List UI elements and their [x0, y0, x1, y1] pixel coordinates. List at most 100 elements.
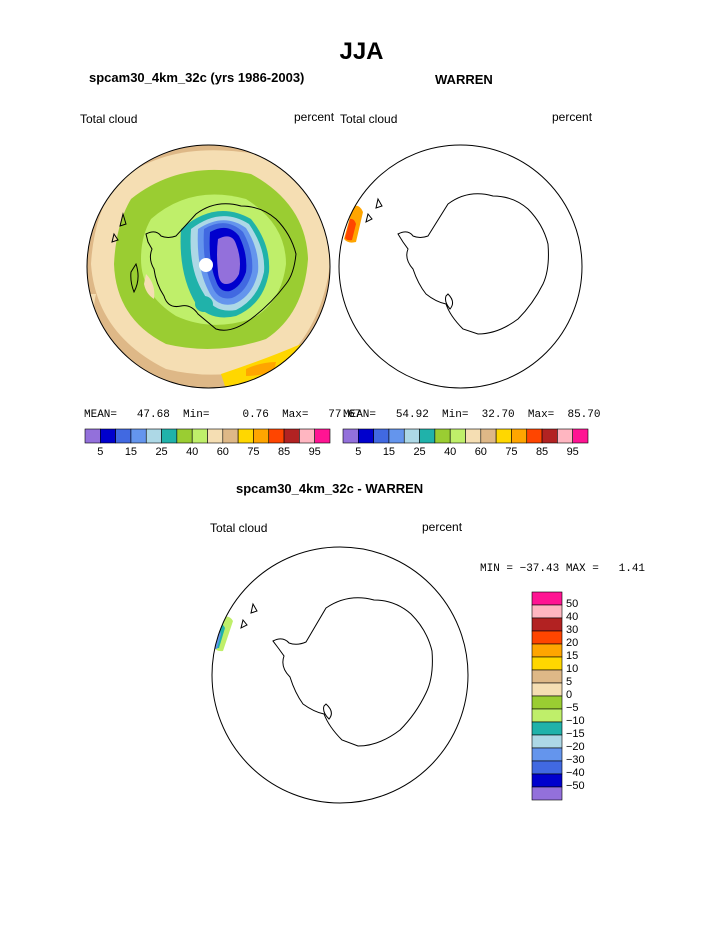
diff-colorbar-tick-label: 5 — [566, 676, 573, 688]
diff-colorbar-swatch — [531, 721, 563, 736]
diff-colorbar-tick-label: −20 — [566, 741, 585, 753]
left-colorbar-swatch — [207, 428, 224, 444]
left-stats: MEAN= 47.68 Min= 0.76 Max= 77.67 — [84, 409, 361, 421]
diff-cloud-map — [211, 546, 469, 804]
left-mean-value: 47.68 — [136, 409, 170, 421]
right-stats: MEAN= 54.92 Min= 32.70 Max= 85.70 — [343, 409, 601, 421]
right-colorbar-tick-label: 95 — [566, 446, 579, 458]
main-title: JJA — [339, 38, 384, 65]
left-percent-label: percent — [294, 110, 335, 124]
diff-colorbar-swatch — [531, 591, 563, 606]
right-max-value: 85.70 — [567, 409, 601, 421]
diff-colorbar-swatch — [531, 669, 563, 684]
diff-colorbar-swatch — [531, 643, 563, 658]
diff-colorbar-swatch — [531, 630, 563, 645]
diff-min-max-stats: MIN = −37.43 MAX = 1.41 — [480, 563, 646, 575]
right-colorbar-swatch — [526, 428, 543, 444]
right-colorbar-swatch — [541, 428, 558, 444]
right-colorbar-swatch — [434, 428, 451, 444]
left-colorbar-tick-label: 5 — [97, 446, 104, 458]
diff-colorbar-swatch — [531, 695, 563, 710]
left-colorbar-swatch — [191, 428, 208, 444]
left-colorbar-tick-label: 60 — [216, 446, 229, 458]
right-colorbar-swatch — [342, 428, 359, 444]
right-percent-label: percent — [552, 110, 593, 124]
diff-colorbar-swatch — [531, 773, 563, 788]
right-colorbar-swatch — [495, 428, 512, 444]
right-colorbar-ticks: 5 15 25 40 60 75 85 95 — [343, 446, 588, 460]
left-colorbar-tick-label: 85 — [277, 446, 291, 458]
diff-colorbar-swatch — [531, 786, 563, 801]
left-colorbar-tick-label: 95 — [308, 446, 321, 458]
right-colorbar-swatch — [358, 428, 374, 444]
left-colorbar-swatch — [176, 428, 193, 444]
left-colorbar-tick-label: 40 — [186, 446, 199, 458]
right-colorbar-swatch — [465, 428, 482, 444]
right-colorbar-swatch — [449, 428, 466, 444]
diff-colorbar-swatch — [531, 734, 563, 749]
left-cloud-map — [86, 144, 331, 389]
diff-colorbar-tick-label: −15 — [566, 728, 585, 740]
diff-panel-title: spcam30_4km_32c - WARREN — [236, 481, 424, 496]
left-colorbar-swatch — [283, 428, 300, 444]
right-mean-label: MEAN= — [343, 409, 377, 421]
right-total-cloud-label: Total cloud — [340, 112, 398, 126]
right-colorbar-tick-label: 15 — [382, 446, 396, 458]
right-colorbar-tick-label: 5 — [355, 446, 362, 458]
diff-colorbar-tick-label: 50 — [566, 598, 579, 610]
right-colorbar-tick-label: 75 — [505, 446, 518, 458]
left-max-label: Max= — [282, 409, 309, 421]
left-colorbar-tick-label: 75 — [247, 446, 260, 458]
right-colorbar-tick-label: 60 — [474, 446, 487, 458]
right-colorbar-swatch — [403, 428, 420, 444]
left-colorbar-swatch — [253, 428, 270, 444]
diff-colorbar-tick-label: 0 — [566, 689, 573, 701]
right-colorbar-tick-label: 85 — [535, 446, 549, 458]
diff-colorbar-swatch — [531, 682, 563, 697]
left-colorbar-swatch — [237, 428, 254, 444]
right-colorbar-swatch — [480, 428, 497, 444]
diff-colorbar-tick-label: 10 — [566, 663, 579, 675]
left-colorbar-swatch — [130, 428, 147, 444]
right-panel-title: WARREN — [435, 72, 493, 87]
left-colorbar-swatch — [299, 428, 315, 444]
right-colorbar-swatch — [572, 428, 589, 444]
right-colorbar-tick-label: 25 — [413, 446, 426, 458]
diff-percent-label: percent — [422, 520, 463, 534]
left-max-value: 77.67 — [328, 409, 362, 421]
diff-colorbar-tick-label: 30 — [566, 624, 579, 636]
right-min-value: 32.70 — [481, 409, 515, 421]
diff-colorbar-tick-label: −40 — [566, 767, 585, 779]
right-min-label: Min= — [442, 409, 469, 421]
right-colorbar-swatch — [373, 428, 390, 444]
diff-colorbar-tick-label: 40 — [566, 611, 579, 623]
diff-colorbar-swatch — [531, 656, 563, 671]
left-mean-label: MEAN= — [84, 409, 118, 421]
left-colorbar-swatch — [100, 428, 116, 444]
right-mean-value: 54.92 — [395, 409, 429, 421]
left-colorbar-swatch — [222, 428, 239, 444]
diff-colorbar-swatch — [531, 604, 563, 619]
right-max-label: Max= — [527, 409, 555, 421]
right-colorbar-swatch — [419, 428, 436, 444]
diff-colorbar-swatch — [531, 708, 563, 723]
left-min-value: 0.76 — [242, 409, 269, 421]
diff-colorbar-tick-label: 20 — [566, 637, 579, 649]
right-colorbar-swatch — [557, 428, 573, 444]
left-colorbar-tick-label: 15 — [124, 446, 138, 458]
left-colorbar — [84, 428, 331, 444]
right-colorbar-swatch — [511, 428, 528, 444]
diff-colorbar-swatch — [531, 617, 563, 632]
diff-colorbar-tick-label: 15 — [566, 650, 579, 662]
left-colorbar-swatch — [268, 428, 285, 444]
right-colorbar-swatch — [388, 428, 405, 444]
diff-colorbar-ticks: 50 40 30 20 15 10 5 0 −5 −10 −15 −20 −30 −40 −50 — [566, 592, 606, 800]
left-total-cloud-label: Total cloud — [80, 112, 138, 126]
left-colorbar-tick-label: 25 — [155, 446, 168, 458]
diff-total-cloud-label: Total cloud — [210, 521, 268, 535]
left-min-label: Min= — [183, 409, 210, 421]
diff-colorbar-tick-label: −5 — [566, 702, 579, 714]
diff-colorbar-tick-label: −50 — [566, 780, 585, 792]
right-colorbar — [342, 428, 589, 444]
left-colorbar-swatch — [115, 428, 132, 444]
